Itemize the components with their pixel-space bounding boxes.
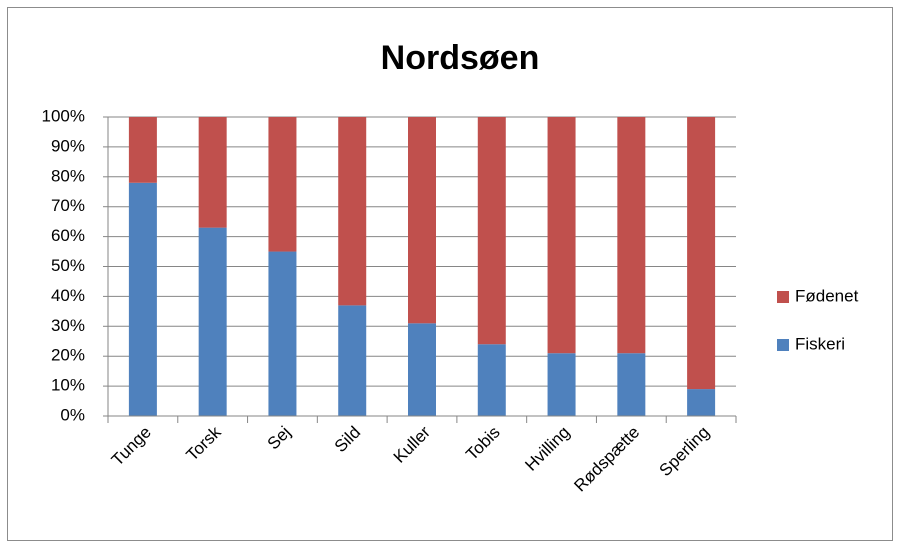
- bar-segment: [477, 117, 506, 345]
- bar-segment: [477, 344, 506, 416]
- legend-label: Fiskeri: [795, 334, 845, 353]
- bar-segment: [617, 353, 646, 416]
- y-tick-label: 10%: [51, 376, 85, 395]
- legend-swatch: [777, 339, 789, 351]
- bar-segment: [268, 251, 297, 416]
- bar-segment: [687, 117, 716, 390]
- bar-segment: [687, 389, 716, 416]
- y-tick-label: 40%: [51, 286, 85, 305]
- bar-segment: [128, 117, 157, 183]
- bar-segment: [547, 117, 576, 354]
- bar-segment: [268, 117, 297, 252]
- y-tick-label: 0%: [60, 405, 85, 424]
- y-tick-label: 100%: [42, 106, 85, 125]
- y-tick-label: 50%: [51, 256, 85, 275]
- bar-segment: [198, 117, 227, 228]
- y-tick-label: 80%: [51, 166, 85, 185]
- chart-title: Nordsøen: [381, 39, 540, 77]
- y-tick-label: 30%: [51, 316, 85, 335]
- legend-label: Fødenet: [795, 286, 859, 305]
- bar-segment: [408, 323, 436, 416]
- bar-segment: [128, 182, 157, 416]
- bar-segment: [198, 227, 227, 416]
- bar-segment: [617, 117, 646, 354]
- legend-swatch: [777, 291, 789, 303]
- y-tick-label: 20%: [51, 346, 85, 365]
- y-tick-label: 90%: [51, 136, 85, 155]
- bar-segment: [547, 353, 576, 416]
- bar-segment: [338, 117, 367, 306]
- y-tick-label: 70%: [51, 196, 85, 215]
- bar-segment: [338, 305, 367, 416]
- y-tick-label: 60%: [51, 226, 85, 245]
- bar-segment: [408, 117, 436, 324]
